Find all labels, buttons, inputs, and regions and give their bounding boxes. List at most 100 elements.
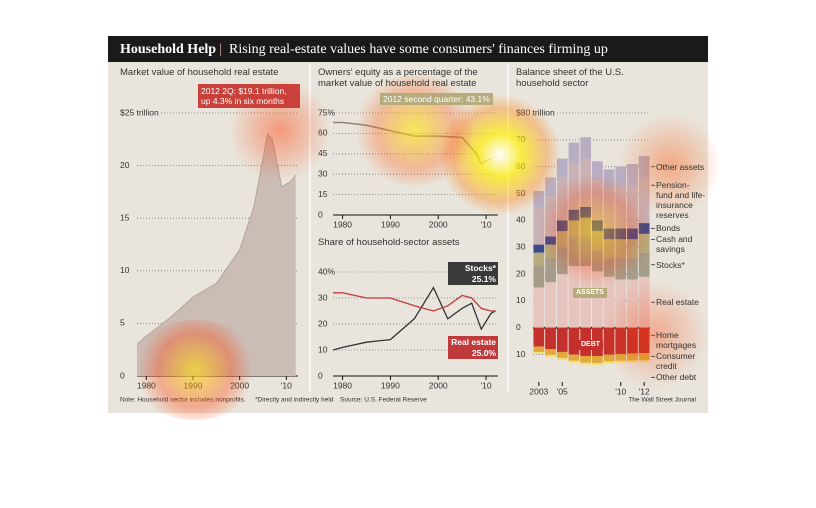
- legend-name: Stocks*: [448, 262, 498, 274]
- bar-segment: [627, 185, 638, 229]
- bar-segment: [591, 362, 603, 365]
- y-tick-label: 20: [120, 160, 130, 170]
- bar-segment: [638, 353, 650, 361]
- bar-segment: [545, 282, 556, 328]
- bar-segment: [533, 266, 545, 288]
- bar-segment: [591, 249, 603, 272]
- header-sep: |: [219, 42, 222, 57]
- bar-segment: [533, 252, 545, 267]
- bar-segment: [627, 353, 638, 361]
- y-tick-label: $25 trillion: [120, 107, 159, 117]
- annotation: 2012 second quarter: 43.1%: [380, 93, 493, 105]
- bar-segment: [627, 360, 638, 363]
- x-tick-label: 2003: [529, 386, 548, 396]
- x-tick-label: 1990: [184, 380, 203, 390]
- bar-segment: [591, 220, 603, 232]
- bar-segment: [603, 354, 615, 362]
- legend-name: Real estate: [656, 297, 699, 308]
- assets-label: ASSETS: [573, 287, 608, 298]
- bar-segment: [568, 220, 580, 237]
- y-tick-label: 10: [120, 265, 130, 275]
- y-tick-label: $80 trillion: [516, 107, 555, 117]
- bar-segment: [638, 252, 650, 277]
- bar-segment: [580, 206, 592, 218]
- bar-segment: [615, 239, 627, 258]
- y-tick-label: 0: [318, 370, 323, 380]
- bar-segment: [603, 276, 615, 328]
- bar-segment: [591, 180, 603, 221]
- x-tick-label: '10: [281, 380, 292, 390]
- bar-segment: [545, 327, 556, 350]
- header-title: Household Help: [120, 42, 216, 57]
- bar-segment: [568, 354, 580, 361]
- y-tick-label: 75%: [318, 107, 335, 117]
- x-tick-label: 1980: [137, 380, 156, 390]
- x-tick-label: 1990: [381, 380, 400, 390]
- bar-segment: [580, 217, 592, 237]
- bar-segment: [638, 327, 650, 354]
- footer-footnote: *Directly and indirectly held: [255, 397, 334, 404]
- end-label: 25.1%: [448, 273, 498, 285]
- bar-segment: [591, 161, 603, 181]
- bar-segment: [627, 228, 638, 240]
- area-fill: [137, 134, 296, 376]
- bar-segment: [580, 362, 592, 365]
- x-tick-label: 2000: [429, 380, 448, 390]
- y-tick-label: 20: [516, 268, 526, 278]
- bar-segment: [638, 223, 650, 234]
- line: [333, 292, 496, 312]
- y-tick-label: 0: [120, 370, 125, 380]
- legend-name: Other assets: [656, 161, 705, 172]
- bar-segment: [615, 279, 627, 328]
- y-tick-label: 10: [318, 344, 328, 354]
- y-tick-label: 30: [516, 241, 526, 251]
- bar-segment: [580, 236, 592, 267]
- bar-segment: [568, 164, 580, 210]
- bar-segment: [638, 177, 650, 224]
- legend-name: Real estate: [448, 336, 498, 348]
- bar-segment: [580, 137, 592, 159]
- bar-segment: [638, 360, 650, 363]
- panel-title: Owners' equity as a percentage of the ma…: [318, 67, 478, 89]
- bar-segment: [533, 351, 545, 354]
- bar-segment: [603, 257, 615, 277]
- legend-name: Cash and savings: [656, 234, 693, 255]
- bar-segment: [556, 158, 568, 178]
- legend-name: Home mortgages: [656, 330, 697, 351]
- bar-segment: [556, 220, 568, 232]
- bar-segment: [627, 257, 638, 280]
- x-tick-label: '12: [639, 386, 650, 396]
- y-tick-label: 15: [120, 212, 130, 222]
- bar-segment: [533, 190, 545, 207]
- x-tick-label: 1990: [381, 219, 400, 229]
- x-tick-label: 2000: [230, 380, 249, 390]
- bar-segment: [545, 257, 556, 283]
- legend-name: Pension-fund and life-insurance reserves: [656, 180, 706, 221]
- x-tick-label: 1980: [333, 380, 352, 390]
- bar-segment: [545, 354, 556, 357]
- bar-segment: [615, 185, 627, 229]
- legend-name: Other debt: [656, 372, 697, 383]
- bar-segment: [556, 357, 568, 360]
- legend-name: Stocks*: [656, 259, 685, 270]
- y-tick-label: 30: [318, 168, 328, 178]
- y-tick-label: 20: [318, 318, 328, 328]
- bar-segment: [591, 231, 603, 250]
- x-tick-label: 2000: [429, 219, 448, 229]
- x-tick-label: '10: [615, 386, 626, 396]
- bar-segment: [545, 177, 556, 197]
- y-tick-label: 5: [120, 318, 125, 328]
- bar-segment: [556, 177, 568, 221]
- x-tick-label: '10: [481, 219, 492, 229]
- footer-note: Note: Household sector includes nonprofi…: [120, 397, 246, 404]
- y-tick-label: 0: [516, 322, 521, 332]
- bar-segment: [580, 158, 592, 207]
- bar-segment: [545, 196, 556, 237]
- bar-segment: [533, 327, 545, 347]
- bar-segment: [603, 169, 615, 189]
- x-tick-label: '10: [481, 380, 492, 390]
- bar-segment: [615, 257, 627, 280]
- bar-segment: [545, 349, 556, 355]
- y-tick-label: 40%: [318, 266, 335, 276]
